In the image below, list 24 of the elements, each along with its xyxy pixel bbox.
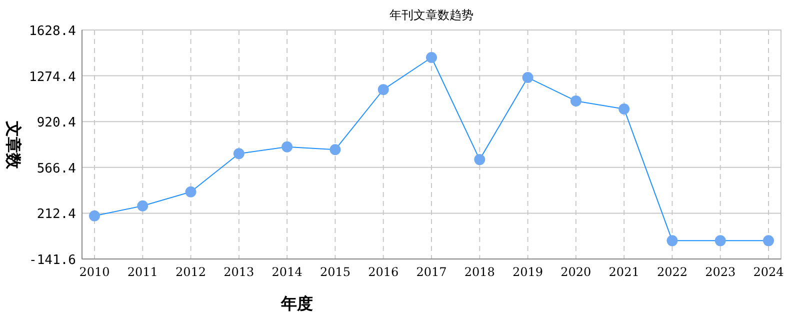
x-tick-label: 2012 [176,265,206,279]
x-tick-label: 2019 [512,265,544,279]
x-tick-label: 2011 [127,265,158,279]
x-tick-label: 2013 [224,265,254,279]
x-axis-title: 年度 [280,294,313,313]
x-tick-label: 2014 [272,265,303,279]
x-tick-label: 2016 [368,265,399,279]
x-tick-label: 2023 [705,265,736,279]
x-tick-label: 2024 [753,265,784,279]
x-tick-label: 2022 [656,265,688,279]
x-tick-label: 2017 [416,265,447,279]
y-tick-label: 566.4 [36,161,76,176]
y-axis-title: 文章数 [4,120,23,170]
y-tick-label: 1628.4 [29,24,76,39]
x-tick-label: 2018 [464,265,495,279]
x-tick-label: 2010 [79,265,110,279]
y-tick-label: -141.6 [29,253,76,268]
x-tick-label: 2020 [560,265,592,279]
x-tick-label: 2021 [608,265,640,279]
chart-title: 年刊文章数趋势 [390,8,474,22]
y-tick-label: 1274.4 [29,70,76,85]
y-tick-label: 212.4 [36,207,76,222]
x-tick-label: 2015 [320,265,350,279]
y-tick-label: 920.4 [36,116,76,131]
